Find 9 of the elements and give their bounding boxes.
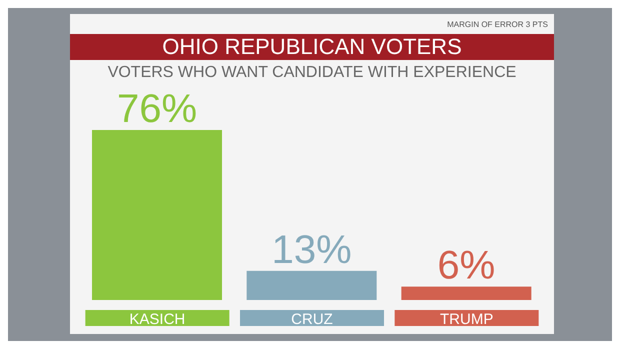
x-tick-label: TRUMP bbox=[440, 311, 494, 328]
data-label: 6% bbox=[437, 244, 496, 288]
data-label: 76% bbox=[116, 87, 198, 131]
text: MARGIN OF ERROR 3 PTS bbox=[447, 20, 548, 29]
chart-title: OHIO REPUBLICAN VOTERS bbox=[70, 34, 554, 60]
chart-subtitle: VOTERS WHO WANT CANDIDATE WITH EXPERIENCE bbox=[106, 64, 518, 82]
data-label: 13% bbox=[272, 228, 352, 272]
x-tick-label: CRUZ bbox=[291, 311, 333, 328]
x-tick-label: KASICH bbox=[129, 311, 186, 328]
